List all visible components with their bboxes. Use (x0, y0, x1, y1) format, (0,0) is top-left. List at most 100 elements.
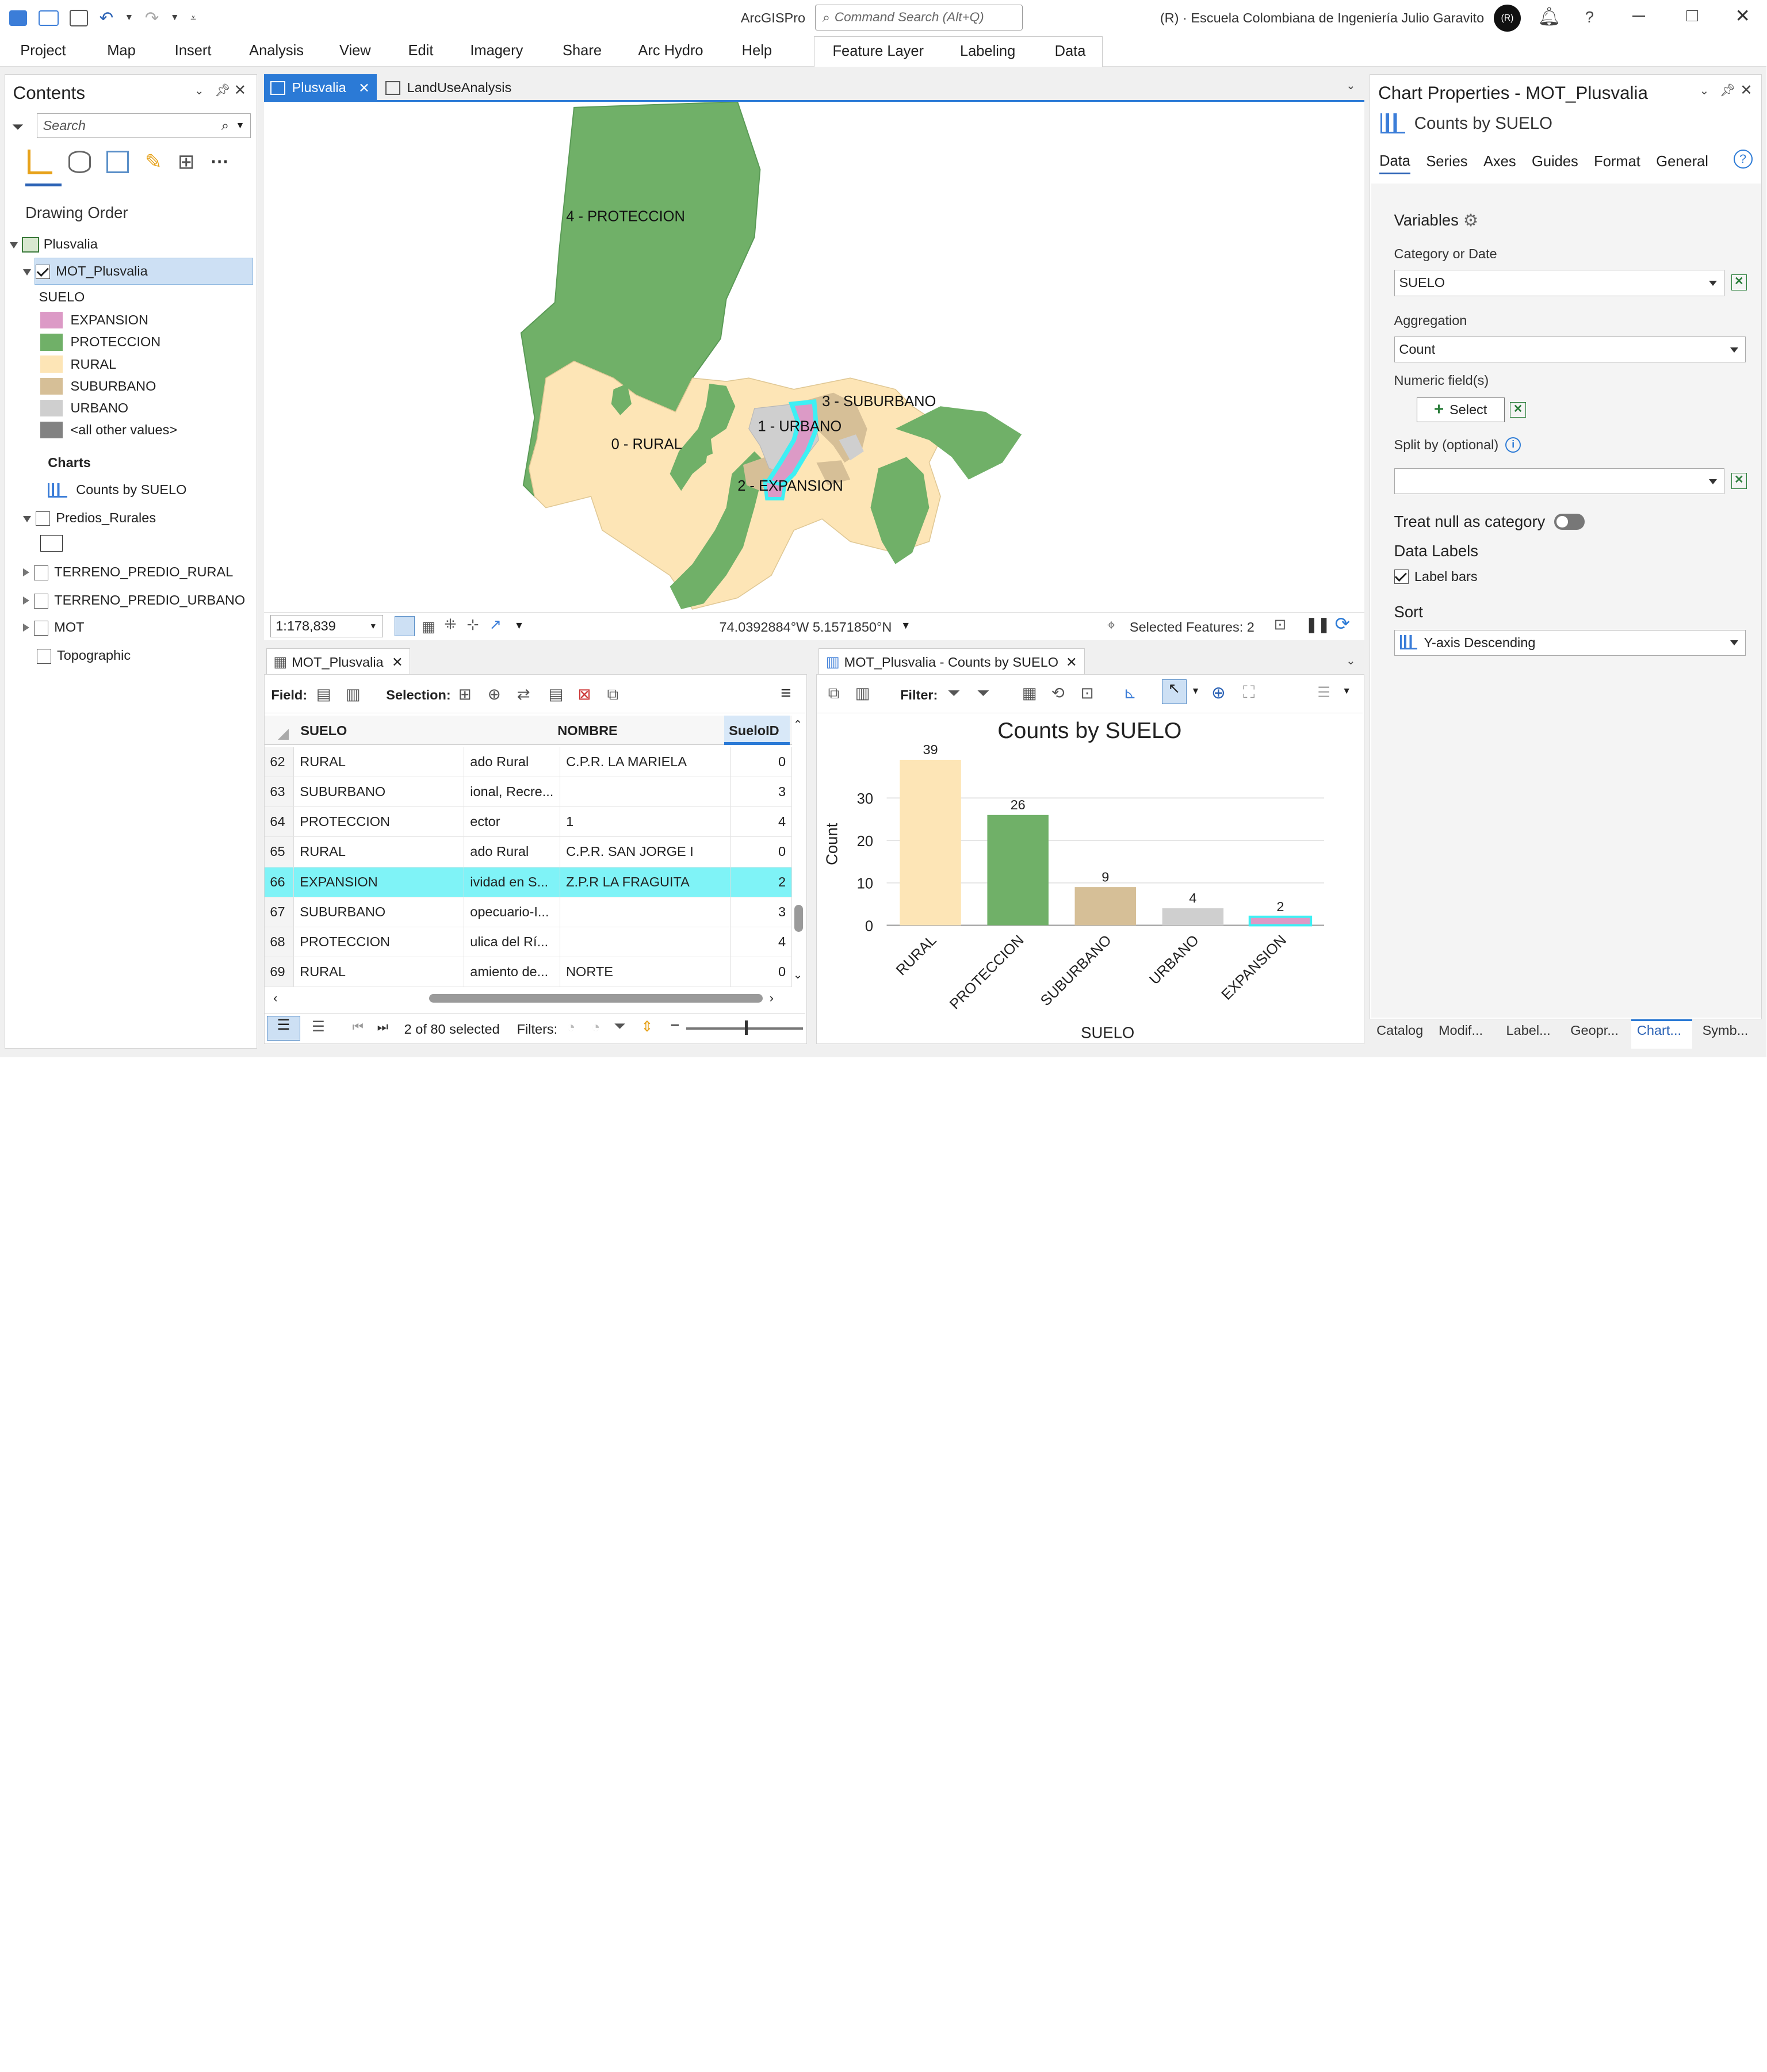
tab-edit[interactable]: Edit (408, 43, 434, 59)
label-bars-row[interactable]: Label bars (1394, 569, 1478, 584)
chart-map-icon[interactable]: ⊡ (1080, 683, 1094, 702)
row-number[interactable]: 67 (264, 897, 294, 927)
category-select[interactable]: SUELO (1394, 270, 1724, 296)
list-by-snapping-icon[interactable]: ⊞ (177, 150, 195, 173)
toc-layer-mot[interactable]: MOT (23, 620, 85, 636)
close-tab-icon[interactable]: ✕ (391, 655, 403, 670)
select-tool-icon[interactable]: ↖ (1161, 679, 1187, 705)
cell-nombre[interactable]: C.P.R. LA MARIELA (560, 747, 731, 778)
zoom-out-icon[interactable]: − (670, 1015, 680, 1034)
toc-map-item[interactable]: Plusvalia (9, 236, 98, 253)
tab-labeling-pane[interactable]: Label... (1506, 1022, 1551, 1038)
tab-analysis[interactable]: Analysis (249, 43, 304, 59)
cell-sueloid[interactable]: 4 (730, 927, 792, 957)
tab-modify[interactable]: Modif... (1438, 1022, 1483, 1038)
tab-attribute-table[interactable]: ▦ MOT_Plusvalia ✕ (266, 648, 411, 676)
cell-description[interactable]: opecuario-I... (464, 897, 561, 927)
axis-icon[interactable]: ⊾ (1123, 683, 1137, 702)
tab-symbology[interactable]: Symb... (1702, 1022, 1749, 1038)
refresh-extent-icon[interactable]: ⊡ (1273, 617, 1287, 633)
sync-icon[interactable]: ⟲ (1051, 683, 1065, 702)
close-window-icon[interactable]: ✕ (1735, 5, 1750, 26)
cell-sueloid[interactable]: 0 (730, 957, 792, 988)
cell-suelo[interactable]: RURAL (293, 836, 465, 867)
selected-features-count[interactable]: Selected Features: 2 (1129, 620, 1255, 635)
tab-chart-properties[interactable]: Chart... (1636, 1022, 1682, 1038)
toc-chart-item[interactable]: Counts by SUELO (48, 482, 186, 498)
snapping-icon[interactable]: ⁜ (444, 617, 457, 633)
pause-icon[interactable]: ❚❚ (1305, 617, 1330, 633)
legend-item[interactable]: URBANO (40, 399, 128, 417)
row-number[interactable]: 66 (264, 867, 294, 897)
chart-canvas[interactable]: Counts by SUELO Count SUELO 0 10 20 30 39 RUR… (817, 713, 1363, 1042)
map-tabs-dropdown-icon[interactable]: ⌄ (1346, 79, 1356, 93)
pin-icon[interactable]: 📌︎ (1719, 83, 1736, 98)
scroll-thumb[interactable] (794, 904, 804, 932)
tab-chart-properties-active[interactable] (1631, 1019, 1692, 1049)
row-number[interactable]: 63 (264, 777, 294, 808)
cell-description[interactable]: ector (464, 806, 561, 838)
select-by-attributes-icon[interactable]: ⊞ (458, 685, 472, 703)
clear-numeric-icon[interactable]: ✕ (1510, 402, 1526, 418)
gear-icon[interactable]: ⚙ (1463, 211, 1479, 230)
time-filter-icon[interactable]: ◔ (591, 1019, 601, 1035)
chart-bar[interactable] (987, 815, 1049, 926)
legend-item[interactable]: PROTECCION (40, 334, 160, 351)
tab-catalog[interactable]: Catalog (1376, 1022, 1424, 1038)
cell-suelo[interactable]: EXPANSION (293, 867, 465, 897)
filter-icon[interactable]: ⏷ (12, 118, 24, 135)
column-header-nombre[interactable]: NOMBRE (557, 723, 618, 739)
cell-nombre[interactable]: 1 (560, 806, 731, 838)
cell-sueloid[interactable]: 4 (730, 806, 792, 838)
tab-map[interactable]: Map (107, 43, 136, 59)
table-row[interactable]: 63 SUBURBANO ional, Recre... 3 (264, 777, 792, 808)
cell-description[interactable]: ional, Recre... (464, 777, 561, 808)
row-number[interactable]: 64 (264, 806, 294, 838)
chart-bar[interactable] (900, 759, 961, 926)
cell-nombre[interactable] (560, 927, 731, 957)
cell-description[interactable]: ado Rural (464, 836, 561, 867)
layer-visibility-checkbox[interactable] (34, 621, 49, 636)
table-row[interactable]: 68 PROTECCION ulica del Rí... 4 (264, 927, 792, 957)
zoom-slider[interactable] (686, 1027, 804, 1030)
selected-features-icon[interactable]: ⌖ (1107, 617, 1116, 634)
horizontal-scrollbar[interactable]: ‹ › (265, 991, 792, 1006)
add-field-icon[interactable]: ▤ (316, 685, 331, 703)
cell-nombre[interactable]: NORTE (560, 957, 731, 988)
chevron-down-icon[interactable]: ▼ (514, 620, 525, 632)
cell-description[interactable]: ulica del Rí... (464, 927, 561, 957)
filter-by-extent-icon[interactable]: ⏷ (947, 683, 961, 702)
split-by-select[interactable] (1394, 468, 1724, 495)
chevron-down-icon[interactable]: ▼ (1342, 686, 1351, 696)
tab-format[interactable]: Format (1594, 154, 1640, 170)
cell-nombre[interactable]: C.P.R. SAN JORGE I (560, 836, 731, 867)
aggregation-select[interactable]: Count (1394, 337, 1746, 363)
scroll-up-icon[interactable]: ⌃ (793, 718, 803, 731)
scale-selector[interactable]: 1:178,839 ▼ (270, 615, 384, 638)
table-row[interactable]: 69 RURAL amiento de... NORTE 0 (264, 957, 792, 988)
tab-data[interactable]: Data (1054, 43, 1086, 60)
table-menu-icon[interactable]: ≡ (781, 682, 791, 703)
delete-selection-icon[interactable]: ⊠ (577, 685, 591, 703)
column-header-sueloid[interactable]: SueloID (724, 715, 790, 745)
map-canvas[interactable]: 4 - PROTECCION 0 - RURAL 1 - URBANO 3 - … (264, 102, 1364, 612)
tab-data[interactable]: Data (1379, 153, 1410, 175)
calculate-field-icon[interactable]: ▥ (345, 685, 361, 703)
toc-layer-predios-rurales[interactable]: Predios_Rurales (23, 510, 156, 526)
export-chart-icon[interactable]: ⧉ (828, 683, 840, 702)
show-selected-records-icon[interactable]: ☰ (311, 1018, 325, 1035)
chart-bar[interactable] (1248, 915, 1313, 927)
chevron-down-icon[interactable]: ▼ (235, 120, 245, 131)
copy-selection-icon[interactable]: ⧉ (607, 685, 619, 703)
row-number[interactable]: 69 (264, 957, 294, 988)
cell-suelo[interactable]: PROTECCION (293, 806, 465, 838)
scroll-right-icon[interactable]: › (769, 990, 774, 1005)
vertical-scrollbar[interactable]: ⌃ ⌄ (792, 716, 806, 986)
pane-options-icon[interactable]: ⌄ (1699, 85, 1709, 98)
cell-sueloid[interactable]: 3 (730, 897, 792, 927)
legend-item[interactable]: RURAL (40, 355, 116, 373)
pane-options-icon[interactable]: ⌄ (194, 85, 204, 98)
avatar[interactable]: (R) (1494, 4, 1521, 32)
list-by-selection-icon[interactable] (106, 150, 129, 173)
column-header-suelo[interactable]: SUELO (300, 723, 347, 739)
